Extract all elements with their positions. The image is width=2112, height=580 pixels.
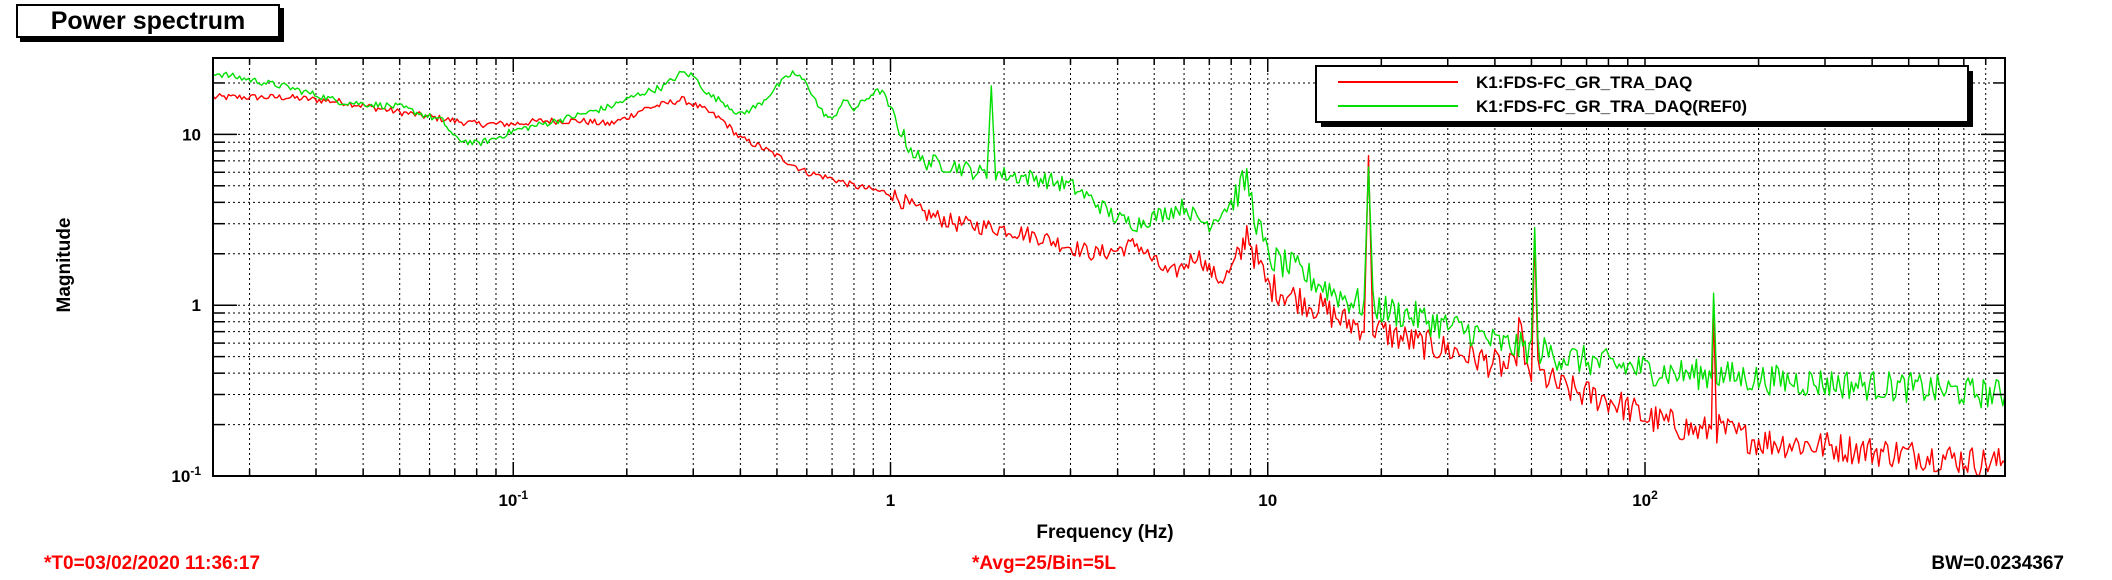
series-line-1 <box>212 93 2006 477</box>
footer-t0: *T0=03/02/2020 11:36:17 <box>44 553 261 574</box>
y-tick-label: 10 <box>182 125 201 144</box>
x-tick-label: 1 <box>886 491 895 510</box>
series-line-2 <box>212 70 2006 409</box>
legend-label-1: K1:FDS-FC_GR_TRA_DAQ <box>1476 73 1692 92</box>
legend: K1:FDS-FC_GR_TRA_DAQ K1:FDS-FC_GR_TRA_DAQ… <box>1315 65 1973 127</box>
chart-title: Power spectrum <box>16 4 280 38</box>
ticks: 10-1 1 10 102 10-1 1 10 <box>171 58 2006 510</box>
x-tick-label: 10 <box>1258 491 1277 510</box>
y-axis-label: Magnitude <box>54 218 75 313</box>
x-tick-label: 102 <box>1632 488 1658 510</box>
footer-bw: BW=0.0234367 <box>1931 553 2064 574</box>
legend-label-2: K1:FDS-FC_GR_TRA_DAQ(REF0) <box>1476 97 1747 116</box>
x-axis-label: Frequency (Hz) <box>1036 522 1173 543</box>
plot-frame <box>212 57 2006 477</box>
series-layer <box>212 70 2006 477</box>
grid <box>213 58 2006 477</box>
chart-title-text: Power spectrum <box>50 6 246 35</box>
y-tick-label: 1 <box>192 296 201 315</box>
y-tick-label: 10-1 <box>171 464 201 486</box>
legend-box <box>1315 65 1969 123</box>
x-tick-label: 10-1 <box>498 488 528 510</box>
footer-avg: *Avg=25/Bin=5L <box>972 553 1116 574</box>
